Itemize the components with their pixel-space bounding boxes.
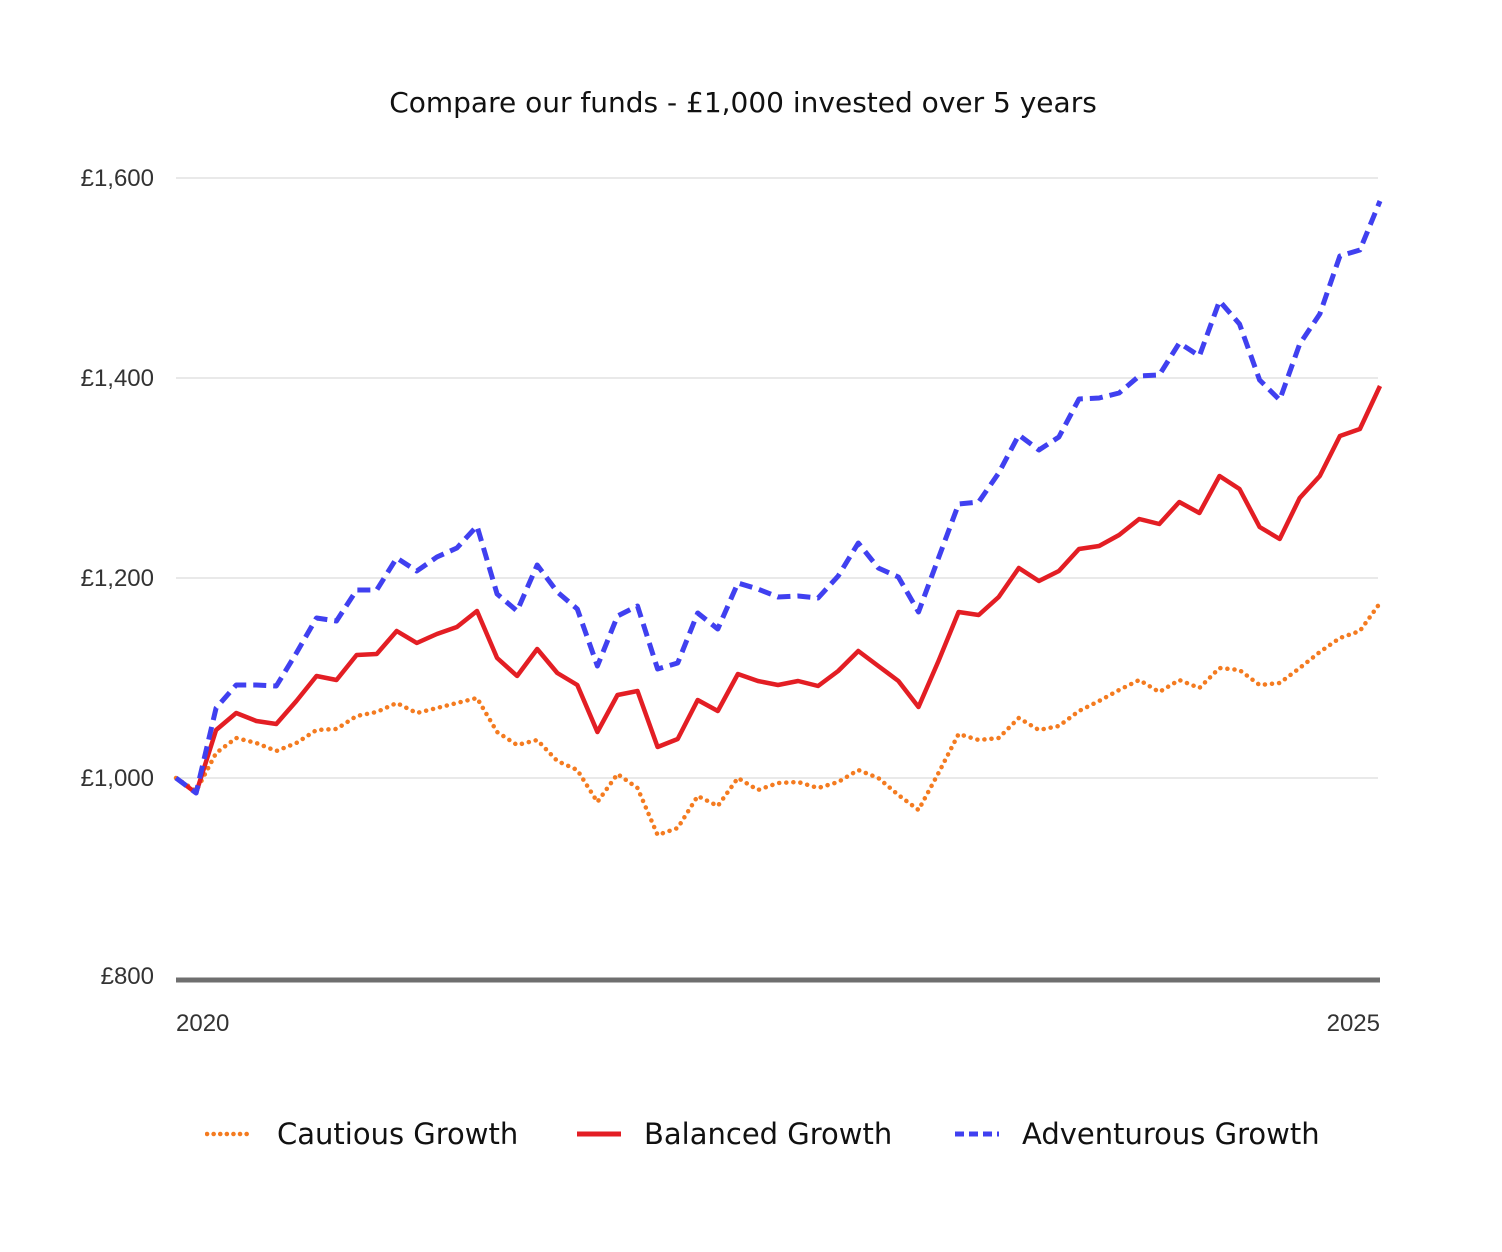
- legend: Cautious Growth Balanced Growth Adventur…: [0, 1112, 1502, 1156]
- legend-item-adventurous: Adventurous Growth: [955, 1112, 1320, 1156]
- y-tick-label: £800: [101, 963, 154, 990]
- y-tick-label: £1,000: [81, 765, 154, 792]
- chart-title: Compare our funds - £1,000 invested over…: [389, 86, 1097, 119]
- legend-label-adventurous: Adventurous Growth: [1022, 1117, 1320, 1151]
- legend-label-cautious: Cautious Growth: [277, 1117, 519, 1151]
- y-tick-label: £1,400: [81, 365, 154, 392]
- y-tick-label: £1,600: [81, 165, 154, 192]
- x-tick-label: 2025: [1327, 1010, 1380, 1037]
- grid-lines: [176, 177, 1378, 779]
- legend-label-balanced: Balanced Growth: [644, 1117, 893, 1151]
- x-axis-labels: 2020 2025: [176, 1010, 1380, 1037]
- series-line-balanced-growth: [174, 385, 1383, 796]
- legend-item-cautious: Cautious Growth: [205, 1112, 518, 1156]
- y-axis-labels: £800 £1,000 £1,200 £1,400 £1,600: [81, 165, 154, 990]
- series-line-cautious-growth: [173, 600, 1383, 838]
- legend-item-balanced: Balanced Growth: [577, 1112, 892, 1156]
- series-group: [173, 200, 1383, 838]
- legend-swatch-balanced: [577, 1131, 621, 1137]
- legend-swatch-adventurous: [955, 1131, 999, 1137]
- legend-swatch-cautious: [205, 1131, 249, 1137]
- line-chart: £800 £1,000 £1,200 £1,400 £1,600 2020 2025: [81, 165, 1383, 1037]
- series-line-adventurous-growth: [174, 200, 1383, 796]
- x-tick-label: 2020: [176, 1010, 229, 1037]
- y-tick-label: £1,200: [81, 565, 154, 592]
